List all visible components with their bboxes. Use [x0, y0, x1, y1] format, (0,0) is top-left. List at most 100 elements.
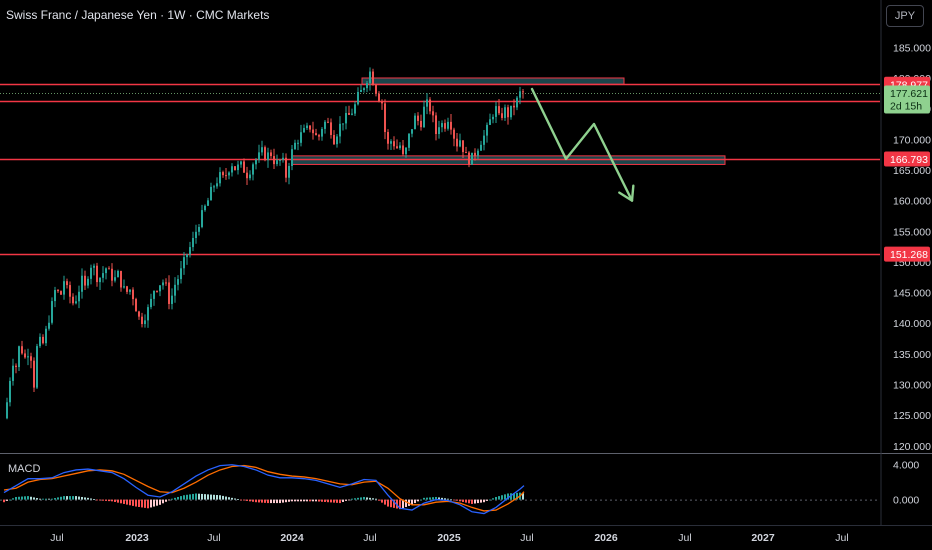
- macd-histogram-bar-113: [342, 499, 344, 502]
- candle-body-116: [354, 104, 356, 114]
- candle-body-13: [45, 328, 47, 344]
- macd-histogram-bar-75: [228, 497, 230, 500]
- candle-body-123: [375, 85, 377, 94]
- macd-histogram-bar-116: [351, 498, 353, 500]
- candle-body-147: [447, 121, 449, 129]
- candle-body-74: [228, 172, 230, 176]
- y-tick-label: 165.000: [893, 165, 931, 177]
- candle-body-95: [291, 149, 293, 166]
- macd-histogram-bar-69: [210, 494, 212, 500]
- candle-body-166: [504, 107, 506, 118]
- candle-body-63: [195, 231, 197, 239]
- candle-body-122: [372, 71, 374, 86]
- macd-histogram-bar-61: [186, 494, 188, 500]
- candle-body-144: [438, 127, 440, 135]
- candle-body-142: [432, 111, 434, 116]
- candle-body-148: [450, 121, 452, 130]
- macd-histogram-bar-62: [189, 494, 191, 500]
- macd-histogram-bar-100: [303, 499, 305, 502]
- candle-body-117: [357, 91, 359, 105]
- candle-body-15: [51, 301, 53, 323]
- macd-histogram-bar-130: [393, 499, 395, 508]
- candle-body-97: [297, 142, 299, 144]
- candle-body-86: [264, 147, 266, 161]
- macd-histogram-bar-71: [216, 495, 218, 500]
- x-tick-label: Jul: [678, 532, 691, 544]
- candle-body-115: [351, 113, 353, 115]
- y-tick-label: 160.000: [893, 196, 931, 208]
- candle-body-85: [261, 147, 263, 153]
- macd-histogram-bar-14: [45, 498, 47, 500]
- candle-body-149: [453, 129, 455, 139]
- candle-body-110: [336, 136, 338, 145]
- macd-histogram-bar-7: [24, 496, 26, 500]
- x-tick-label: 2026: [594, 532, 618, 544]
- candle-body-50: [156, 290, 158, 292]
- candle-body-128: [390, 141, 392, 144]
- macd-histogram-bar-59: [180, 496, 182, 500]
- macd-histogram-bar-67: [204, 494, 206, 500]
- macd-histogram-bar-89: [270, 499, 272, 504]
- macd-histogram-bar-39: [120, 499, 122, 504]
- macd-histogram-bar-36: [111, 499, 113, 502]
- macd-histogram-bar-38: [117, 499, 119, 503]
- macd-histogram-bar-11: [36, 498, 38, 500]
- macd-histogram-bar-43: [132, 499, 134, 506]
- macd-histogram-bar-132: [399, 499, 401, 510]
- candle-body-118: [360, 89, 362, 92]
- candle-body-42: [132, 289, 134, 300]
- macd-histogram-bar-158: [477, 499, 479, 504]
- price-pane[interactable]: [0, 67, 932, 454]
- macd-y-tick-label: 0.000: [893, 495, 919, 507]
- macd-histogram-bar-22: [69, 496, 71, 500]
- x-tick-label: Jul: [835, 532, 848, 544]
- macd-histogram-bar-84: [255, 499, 257, 503]
- candle-body-16: [54, 290, 56, 302]
- candle-body-69: [213, 186, 215, 188]
- candle-body-90: [276, 160, 278, 165]
- candle-body-47: [147, 307, 149, 321]
- candle-body-4: [18, 346, 20, 368]
- currency-button[interactable]: JPY: [886, 5, 924, 27]
- macd-histogram-bar-77: [234, 498, 236, 500]
- macd-histogram-bar-137: [414, 499, 416, 504]
- macd-histogram-bar-37: [114, 499, 116, 502]
- macd-histogram-bar-147: [444, 498, 446, 500]
- candle-body-171: [519, 91, 521, 98]
- macd-histogram-bar-168: [507, 493, 509, 500]
- candle-body-156: [474, 152, 476, 156]
- macd-histogram-bar-10: [33, 497, 35, 500]
- macd-pane[interactable]: [0, 464, 880, 515]
- candle-body-46: [144, 320, 146, 325]
- candle-body-70: [216, 183, 218, 187]
- macd-histogram-bar-33: [102, 499, 104, 501]
- macd-histogram-bar-4: [15, 496, 17, 500]
- macd-histogram-bar-12: [39, 498, 41, 500]
- projection-path[interactable]: [530, 87, 634, 202]
- macd-histogram-bar-149: [450, 499, 452, 501]
- macd-histogram-bar-93: [282, 499, 284, 503]
- macd-histogram-bar-63: [192, 493, 194, 500]
- candle-body-100: [306, 125, 308, 129]
- candle-body-5: [21, 346, 23, 354]
- level-price-tag-2: [884, 151, 930, 167]
- candle-body-106: [324, 121, 326, 129]
- macd-histogram-bar-157: [474, 499, 476, 504]
- zone-box-0[interactable]: [361, 77, 625, 85]
- candle-body-99: [303, 128, 305, 133]
- macd-histogram-bar-109: [330, 499, 332, 503]
- macd-histogram-bar-35: [108, 499, 110, 502]
- macd-histogram-bar-68: [207, 494, 209, 500]
- candle-body-68: [210, 186, 212, 201]
- macd-histogram-bar-166: [501, 495, 503, 500]
- macd-histogram-bar-8: [27, 496, 29, 500]
- macd-histogram-bar-161: [486, 499, 488, 501]
- candle-body-62: [192, 238, 194, 248]
- chart-title: Swiss Franc / Japanese Yen · 1W · CMC Ma…: [6, 8, 270, 22]
- macd-histogram-bar-141: [426, 497, 428, 500]
- candle-body-65: [201, 210, 203, 227]
- candle-body-155: [471, 152, 473, 165]
- macd-histogram-bar-49: [150, 499, 152, 508]
- macd-histogram-bar-64: [195, 493, 197, 500]
